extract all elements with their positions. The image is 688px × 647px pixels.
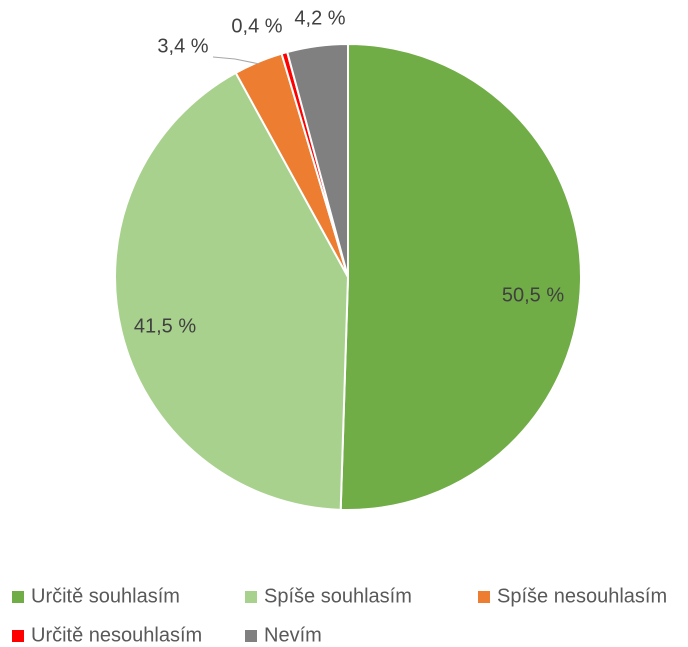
pie-slice bbox=[339, 42, 582, 511]
data-label: 50,5 % bbox=[502, 284, 564, 306]
data-label: 0,4 % bbox=[231, 15, 282, 37]
legend-label: Spíše souhlasím bbox=[264, 585, 412, 607]
legend-label: Spíše nesouhlasím bbox=[497, 585, 667, 607]
legend-swatch bbox=[12, 630, 24, 642]
legend-swatch bbox=[245, 630, 257, 642]
legend-swatch bbox=[245, 591, 257, 603]
data-label: 4,2 % bbox=[294, 7, 345, 29]
leader-line bbox=[212, 56, 260, 65]
legend-label: Nevím bbox=[264, 624, 322, 646]
legend-swatch bbox=[12, 591, 24, 603]
data-label: 41,5 % bbox=[134, 315, 196, 337]
legend-label: Určitě souhlasím bbox=[31, 585, 180, 607]
data-label: 3,4 % bbox=[157, 35, 208, 57]
pie-slice bbox=[114, 71, 350, 511]
legend-label: Určitě nesouhlasím bbox=[31, 624, 202, 646]
pie-slice bbox=[285, 42, 349, 278]
legend-swatch bbox=[478, 591, 490, 603]
